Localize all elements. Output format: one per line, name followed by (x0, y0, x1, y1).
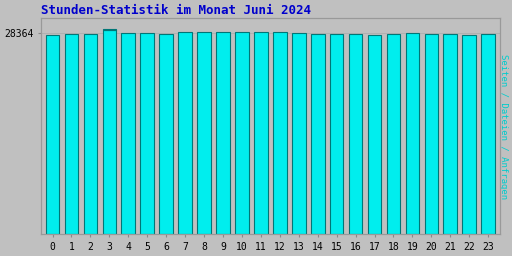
Bar (254, 32, 268, 234)
Bar (462, 35, 476, 234)
Bar (330, 34, 344, 234)
Bar (349, 35, 362, 234)
Bar (273, 32, 287, 234)
Text: Stunden-Statistik im Monat Juni 2024: Stunden-Statistik im Monat Juni 2024 (41, 4, 311, 17)
Bar (311, 34, 325, 234)
Bar (197, 32, 211, 234)
Bar (406, 33, 419, 234)
Bar (121, 33, 135, 234)
Bar (387, 34, 400, 234)
Bar (102, 29, 116, 30)
Bar (443, 34, 457, 234)
Bar (140, 33, 154, 234)
Bar (159, 35, 173, 234)
Bar (65, 34, 78, 234)
Bar (368, 35, 381, 234)
Bar (178, 32, 192, 234)
Bar (216, 32, 230, 234)
Bar (424, 34, 438, 234)
Bar (292, 33, 306, 234)
Bar (83, 34, 97, 234)
Bar (481, 34, 495, 234)
Bar (235, 32, 249, 234)
Bar (102, 30, 116, 234)
Y-axis label: Seiten / Dateien / Anfragen: Seiten / Dateien / Anfragen (499, 54, 508, 199)
Bar (46, 35, 59, 234)
